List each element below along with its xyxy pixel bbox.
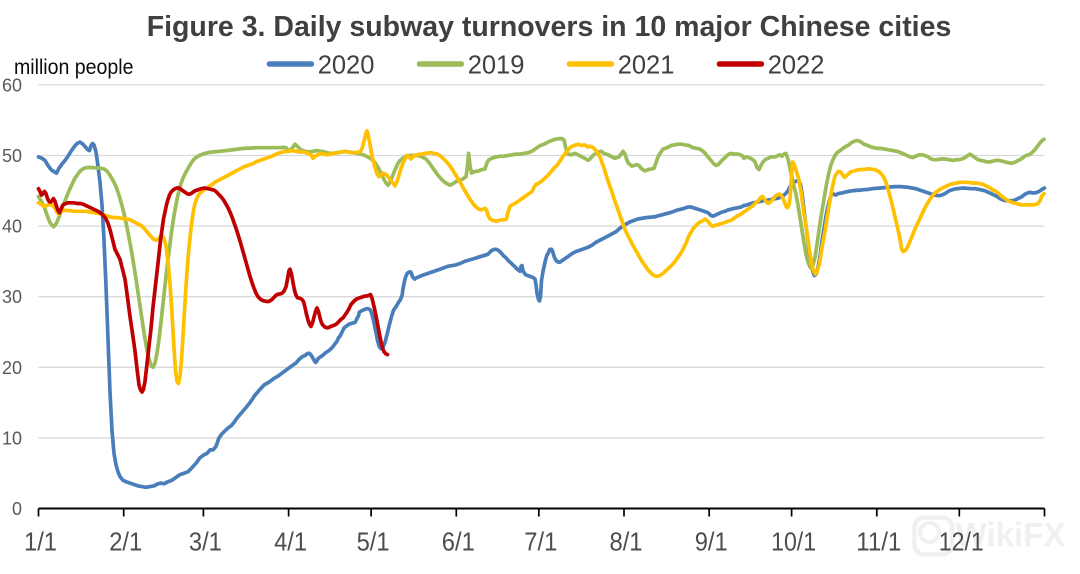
svg-text:3/1: 3/1 [189, 527, 222, 557]
svg-text:6/1: 6/1 [442, 527, 475, 557]
svg-text:WikiFX: WikiFX [956, 517, 1066, 555]
svg-text:10/1: 10/1 [771, 527, 816, 557]
svg-text:2022: 2022 [768, 52, 825, 80]
svg-text:12/1: 12/1 [939, 527, 984, 557]
svg-text:2/1: 2/1 [109, 527, 142, 557]
svg-text:10: 10 [2, 428, 22, 448]
svg-text:8/1: 8/1 [610, 527, 643, 557]
svg-text:million people: million people [14, 56, 134, 79]
svg-text:0: 0 [12, 499, 22, 519]
svg-text:2021: 2021 [618, 52, 675, 80]
svg-text:40: 40 [2, 217, 22, 237]
svg-text:50: 50 [2, 146, 22, 166]
svg-text:30: 30 [2, 287, 22, 307]
svg-text:9/1: 9/1 [695, 527, 728, 557]
svg-text:2020: 2020 [318, 52, 375, 80]
svg-text:5/1: 5/1 [357, 527, 390, 557]
svg-text:Figure 3. Daily subway turnove: Figure 3. Daily subway turnovers in 10 m… [147, 11, 952, 43]
svg-text:1/1: 1/1 [24, 527, 57, 557]
svg-text:4/1: 4/1 [274, 527, 307, 557]
svg-text:2019: 2019 [468, 52, 525, 80]
svg-text:7/1: 7/1 [524, 527, 557, 557]
svg-text:60: 60 [2, 75, 22, 95]
svg-text:11/1: 11/1 [856, 527, 901, 557]
svg-text:20: 20 [2, 358, 22, 378]
